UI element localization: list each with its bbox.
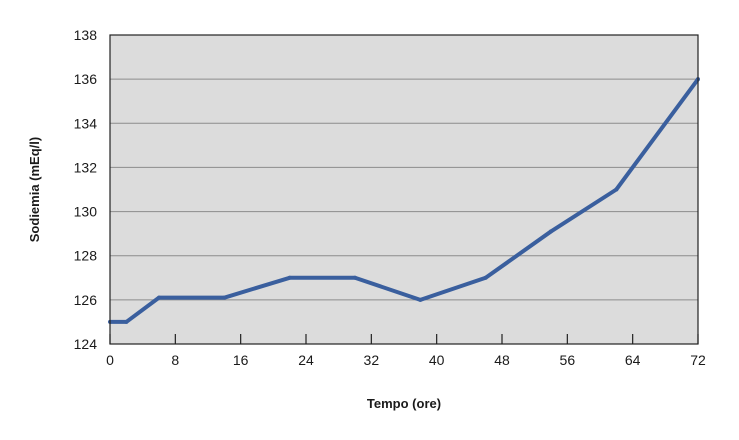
series-0-point-5 — [353, 275, 357, 280]
y-tick-label-126: 126 — [74, 292, 98, 308]
series-0-point-3 — [222, 295, 227, 300]
y-tick-label-132: 132 — [74, 159, 98, 175]
x-tick-label-64: 64 — [625, 352, 641, 368]
series-0-point-9 — [614, 187, 619, 192]
x-tick-label-56: 56 — [560, 352, 576, 368]
series-0-point-7 — [483, 275, 488, 280]
x-tick-label-16: 16 — [233, 352, 249, 368]
x-axis-title: Tempo (ore) — [367, 396, 441, 411]
series-layer — [108, 77, 700, 324]
x-tick-label-72: 72 — [690, 352, 706, 368]
x-axis-tick-labels: 0 8 16 24 32 40 48 56 64 72 — [106, 352, 706, 368]
plot-frame — [109, 34, 699, 345]
x-tick-label-8: 8 — [171, 352, 179, 368]
series-0-point-6 — [418, 297, 423, 302]
series-0-point-1 — [124, 319, 129, 324]
y-tick-label-124: 124 — [74, 336, 98, 352]
y-axis-title: Sodiemia (mEq/l) — [27, 137, 42, 242]
x-tick-label-0: 0 — [106, 352, 114, 368]
y-tick-label-134: 134 — [74, 115, 98, 131]
y-tick-label-138: 138 — [74, 27, 98, 43]
series-0-point-8 — [549, 229, 553, 234]
x-tick-label-40: 40 — [429, 352, 445, 368]
x-tick-label-32: 32 — [364, 352, 380, 368]
x-tick-label-48: 48 — [494, 352, 510, 368]
grid-lines — [110, 78, 698, 301]
y-tick-label-136: 136 — [74, 71, 98, 87]
y-tick-label-128: 128 — [74, 248, 98, 264]
series-0-point-2 — [157, 295, 161, 300]
series-0-point-4 — [287, 275, 292, 280]
y-tick-label-130: 130 — [74, 204, 98, 220]
y-axis-tick-labels: 124 126 128 130 132 134 136 138 — [74, 27, 98, 352]
x-tick-label-24: 24 — [298, 352, 314, 368]
